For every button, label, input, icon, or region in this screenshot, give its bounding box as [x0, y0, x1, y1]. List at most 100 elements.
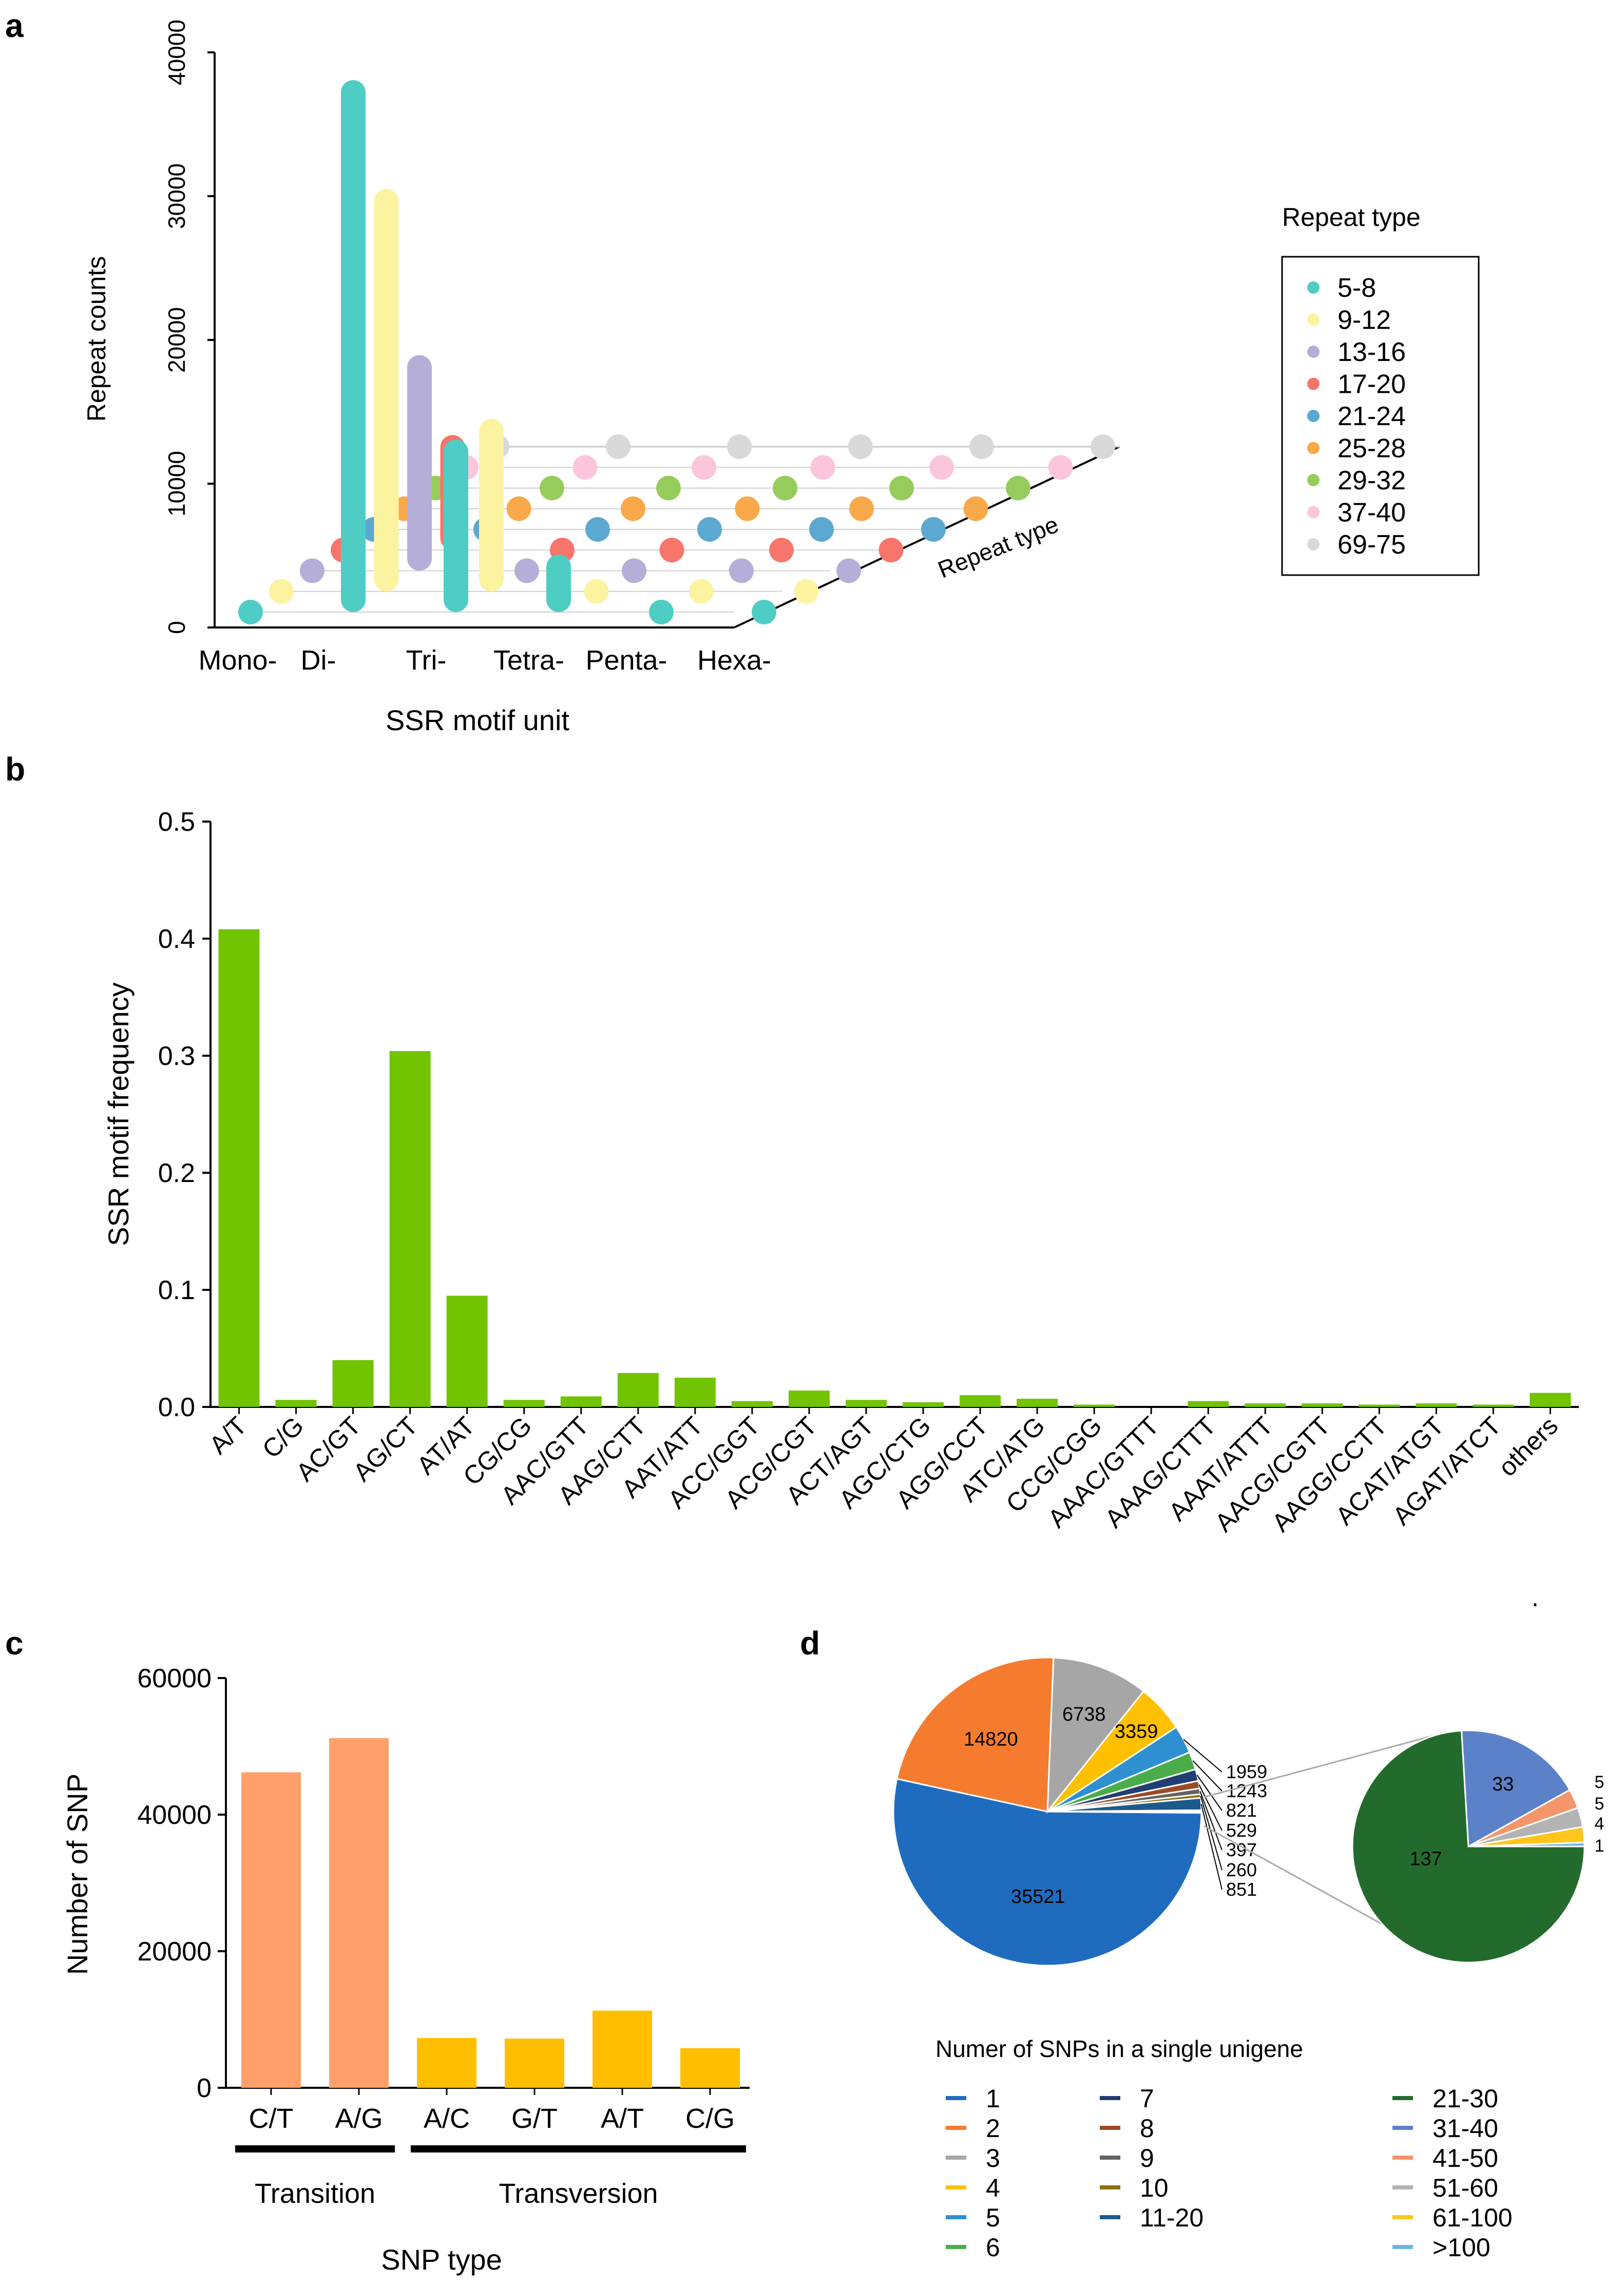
- x-tick-label-c: A/C: [424, 2103, 470, 2134]
- pie-connector-d: [1203, 1733, 1438, 1798]
- y-tick-label-b: 0.4: [158, 924, 195, 954]
- pie-slice-others-d: [1047, 1809, 1202, 1814]
- pie-leader-d: [1200, 1804, 1222, 1890]
- x-axis-title-a: SSR motif unit: [386, 704, 569, 736]
- y-tick-label-c: 40000: [137, 1800, 212, 1830]
- legend-label-d: 3: [986, 2144, 1000, 2173]
- bar-b: [1188, 1401, 1229, 1407]
- legend-label-a: 5-8: [1338, 273, 1376, 303]
- dot-a: [1048, 455, 1073, 480]
- x-tick-label-a: Tri-: [406, 645, 447, 676]
- x-tick-label-c: C/T: [249, 2103, 294, 2134]
- sub-pie-value-label-d: 137: [1409, 1849, 1442, 1870]
- dot-a: [727, 434, 752, 459]
- bar-a: [444, 440, 468, 612]
- pie-value-label-d: 35521: [1011, 1886, 1065, 1908]
- dot-a: [540, 475, 564, 501]
- y-tick-label-c: 20000: [137, 1937, 212, 1967]
- pie-leader-d: [1192, 1760, 1222, 1792]
- bar-c: [593, 2010, 652, 2088]
- bar-b: [446, 1296, 488, 1407]
- group-label-c: Transition: [255, 2178, 375, 2209]
- legend-label-d: 9: [1140, 2144, 1154, 2173]
- stray-mark-b: .: [1532, 1583, 1539, 1612]
- legend-swatch-a: [1307, 410, 1320, 422]
- y-tick-label-b: 0.3: [158, 1041, 195, 1071]
- panel-label-d: d: [800, 1625, 820, 1662]
- dot-a: [1006, 475, 1030, 501]
- x-tick-label-a: Tetra-: [493, 645, 564, 676]
- y-axis-title-b: SSR motif frequency: [102, 982, 135, 1246]
- legend-label-d: 7: [1140, 2084, 1154, 2113]
- bar-b: [503, 1400, 545, 1407]
- pie-value-label-d: 6738: [1062, 1704, 1106, 1725]
- y-tick-label-b: 0.1: [158, 1275, 195, 1305]
- bar-b: [560, 1396, 602, 1407]
- x-tick-label-b: A/T: [204, 1411, 253, 1460]
- legend-label-a: 21-24: [1338, 402, 1406, 431]
- bar-a: [341, 80, 366, 612]
- dot-a: [238, 600, 263, 624]
- legend-title-d: Numer of SNPs in a single unigene: [935, 2035, 1303, 2062]
- bar-b: [1302, 1403, 1343, 1407]
- pie-value-label-d: 14820: [964, 1729, 1018, 1750]
- legend-swatch-a: [1307, 442, 1320, 454]
- legend-label-a: 25-28: [1338, 434, 1406, 464]
- pie-value-label-d: 397: [1226, 1839, 1257, 1860]
- legend-label-d: >100: [1432, 2233, 1491, 2262]
- dot-a: [649, 600, 674, 624]
- bar-b: [1017, 1399, 1058, 1407]
- sub-pie-value-label-d: 4: [1595, 1814, 1604, 1834]
- panel-label-b: b: [5, 751, 25, 788]
- dot-a: [692, 455, 716, 480]
- bar-b: [332, 1360, 374, 1407]
- bar-b: [788, 1390, 830, 1407]
- dot-a: [584, 579, 609, 604]
- dot-a: [848, 434, 873, 459]
- dot-a: [752, 600, 776, 624]
- dot-a: [836, 558, 861, 583]
- x-tick-label-a: Penta-: [585, 645, 667, 676]
- dot-a: [621, 496, 645, 521]
- x-tick-label-b: AG/CT: [348, 1411, 424, 1487]
- pie-slice-d: [896, 1656, 1055, 1813]
- chart-b: 0.0 0.1 0.2 0.3 0.4 0.5 SSR motif frequency A/T…: [102, 807, 1579, 1612]
- bar-c: [329, 1738, 389, 2088]
- legend-box-a: [1281, 256, 1480, 576]
- sub-pie-value-label-d: 1: [1595, 1836, 1604, 1856]
- bar-a: [374, 188, 399, 592]
- legend-swatch-a: [1307, 313, 1320, 326]
- y-tick-label-c: 0: [197, 2073, 212, 2103]
- legend-swatch-a: [1307, 346, 1320, 358]
- pie-value-label-d: 1243: [1226, 1780, 1267, 1801]
- pie-leader-d: [1183, 1739, 1222, 1773]
- legend-label-d: 31-40: [1432, 2114, 1498, 2143]
- dot-a: [659, 538, 684, 563]
- sub-pie-value-label-d: 5: [1595, 1794, 1604, 1814]
- bar-b: [275, 1400, 317, 1407]
- legend-label-a: 17-20: [1338, 370, 1406, 399]
- dot-a: [729, 558, 754, 583]
- legend-label-d: 11-20: [1140, 2203, 1203, 2232]
- x-tick-label-c: G/T: [511, 2103, 558, 2134]
- dot-a: [300, 558, 324, 583]
- bar-b: [1473, 1404, 1514, 1407]
- legend-label-a: 69-75: [1338, 530, 1406, 560]
- dot-a: [889, 475, 914, 501]
- x-tick-label-c: A/T: [601, 2103, 644, 2134]
- y-tick-label-b: 0.0: [158, 1393, 195, 1422]
- bar-c: [417, 2037, 476, 2088]
- legend-label-d: 21-30: [1432, 2084, 1498, 2113]
- dot-a: [849, 496, 874, 521]
- legend-label-a: 37-40: [1338, 498, 1406, 528]
- y-axis-title-c: Number of SNP: [61, 1774, 93, 1975]
- dot-a: [1091, 434, 1115, 459]
- x-axis-title-c: SNP type: [381, 2243, 502, 2276]
- sub-pie-value-label-d: 33: [1492, 1774, 1514, 1795]
- y-tick-label-a: 20000: [163, 307, 190, 373]
- bar-a: [546, 555, 571, 612]
- dot-a: [735, 496, 760, 521]
- dot-a: [878, 538, 904, 563]
- legend-label-d: 10: [1140, 2174, 1169, 2202]
